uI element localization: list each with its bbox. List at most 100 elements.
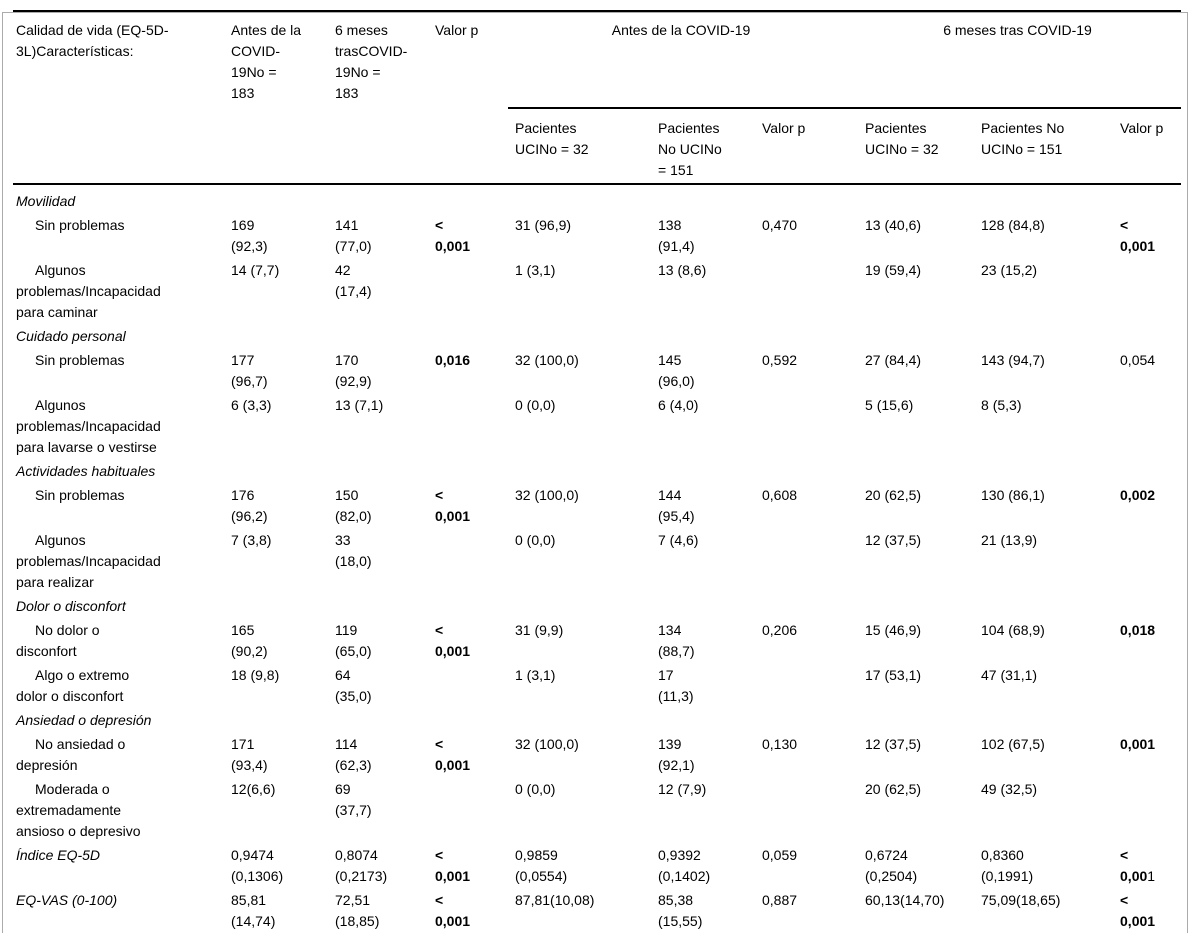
cell xyxy=(974,460,1113,484)
cell: 134 (88,7) xyxy=(658,622,695,659)
col-header-valor-p-antes: Valor p xyxy=(755,108,859,185)
cell: 169 (92,3) xyxy=(231,217,268,254)
cell: 114 (62,3) xyxy=(335,736,372,773)
table-row: Sin problemas 169 (92,3) 141 (77,0) < 0,001… xyxy=(13,214,1181,259)
cell: 42 (17,4) xyxy=(335,262,372,299)
row-label: Sin problemas xyxy=(35,352,125,368)
cell: 32 (100,0) xyxy=(515,736,579,752)
cell xyxy=(755,325,858,349)
cell: 13 (8,6) xyxy=(658,262,707,278)
section-row: Actividades habituales xyxy=(13,460,1181,484)
cell: 144 (95,4) xyxy=(658,487,695,524)
cell: 0,9859 (0,0554) xyxy=(515,847,568,884)
cell xyxy=(755,529,858,595)
cell xyxy=(755,664,858,709)
col-header-pacientes-uci-despues: Pacientes UCINo = 32 xyxy=(858,108,975,185)
cell xyxy=(1113,664,1181,709)
cell xyxy=(224,325,328,349)
cell: 6 (3,3) xyxy=(231,397,272,413)
row-label: Sin problemas xyxy=(35,217,125,233)
cell: 17 (11,3) xyxy=(658,667,694,704)
cell xyxy=(858,460,974,484)
cell: 20 (62,5) xyxy=(865,487,922,503)
paper-table-page: Calidad de vida (EQ-5D- 3L)Característic… xyxy=(0,10,1191,933)
cell xyxy=(328,325,428,349)
cell xyxy=(328,595,428,619)
cell: 17 (53,1) xyxy=(865,667,922,683)
cell xyxy=(651,460,755,484)
cell: 18 (9,8) xyxy=(231,667,280,683)
table-header: Calidad de vida (EQ-5D- 3L)Característic… xyxy=(13,11,1182,185)
cell: 0,016 xyxy=(435,352,471,368)
cell: 170 (92,9) xyxy=(335,352,372,389)
table-row: EQ-VAS (0-100) 85,81 (14,74) 72,51 (18,85)… xyxy=(13,889,1181,933)
cell: 32 (100,0) xyxy=(515,352,579,368)
row-label: Actividades habituales xyxy=(16,463,156,479)
cell: 0,054 xyxy=(1120,352,1156,368)
cell: 12 (37,5) xyxy=(865,736,922,752)
cell xyxy=(858,595,974,619)
cell xyxy=(1113,709,1181,733)
cell xyxy=(755,184,858,214)
cell xyxy=(651,709,755,733)
cell: 0 (0,0) xyxy=(515,397,556,413)
cell: 0,470 xyxy=(762,217,798,233)
cell: 87,81(10,08) xyxy=(515,892,595,908)
table-row: Sin problemas 177 (96,7) 170 (92,9) 0,016 32… xyxy=(13,349,1181,394)
table-row: Algunos problemas/Incapacidad para camin… xyxy=(13,259,1181,325)
cell: 23 (15,2) xyxy=(981,262,1038,278)
cell: 15 (46,9) xyxy=(865,622,922,638)
cell xyxy=(755,778,858,844)
cell xyxy=(428,184,508,214)
row-label: Algo o extremo dolor o disconfort xyxy=(16,667,130,704)
cell xyxy=(328,460,428,484)
table-row: Sin problemas 176 (96,2) 150 (82,0) < 0,001… xyxy=(13,484,1181,529)
row-label: Dolor o disconfort xyxy=(16,598,126,614)
cell xyxy=(428,778,508,844)
cell: 176 (96,2) xyxy=(231,487,268,524)
cell xyxy=(508,184,651,214)
cell: 31 (9,9) xyxy=(515,622,564,638)
cell xyxy=(428,664,508,709)
row-label: No dolor o disconfort xyxy=(16,622,100,659)
cell: 165 (90,2) xyxy=(231,622,268,659)
col-header-pacientes-no-uci-antes: Pacientes No UCINo = 151 xyxy=(651,108,755,185)
table-row: Moderada o extremadamente ansioso o depr… xyxy=(13,778,1181,844)
cell xyxy=(508,325,651,349)
row-label: Índice EQ-5D xyxy=(16,847,101,863)
cell: 32 (100,0) xyxy=(515,487,579,503)
cell: 177 (96,7) xyxy=(231,352,268,389)
cell xyxy=(651,184,755,214)
row-label: Cuidado personal xyxy=(16,328,126,344)
cell xyxy=(328,184,428,214)
table-row: Algunos problemas/Incapacidad para lavar… xyxy=(13,394,1181,460)
cell: 21 (13,9) xyxy=(981,532,1038,548)
cell: 0,608 xyxy=(762,487,798,503)
row-label: Sin problemas xyxy=(35,487,125,503)
table-row: Algunos problemas/Incapacidad para reali… xyxy=(13,529,1181,595)
eq5d-results-table: Calidad de vida (EQ-5D- 3L)Característic… xyxy=(13,10,1182,933)
cell xyxy=(428,460,508,484)
table-row: Índice EQ-5D 0,9474 (0,1306) 0,8074 (0,217… xyxy=(13,844,1181,889)
group-header-antes-covid: Antes de la COVID-19 xyxy=(508,11,859,109)
col-header-pacientes-no-uci-despues: Pacientes No UCINo = 151 xyxy=(974,108,1114,185)
cell: 60,13(14,70) xyxy=(865,892,945,908)
cell: 13 (40,6) xyxy=(865,217,922,233)
cell: 85,81 (14,74) xyxy=(231,892,276,929)
cell: 33 (18,0) xyxy=(335,532,372,569)
cell: 47 (31,1) xyxy=(981,667,1038,683)
cell: < 0,001 xyxy=(1120,847,1156,884)
cell xyxy=(224,460,328,484)
cell: 171 (93,4) xyxy=(231,736,268,773)
cell: < 0,001 xyxy=(435,622,471,659)
cell xyxy=(974,184,1113,214)
cell: < 0,001 xyxy=(435,736,471,773)
cell xyxy=(224,595,328,619)
section-row: Movilidad xyxy=(13,184,1181,214)
cell: 6 (4,0) xyxy=(658,397,699,413)
cell xyxy=(1113,595,1181,619)
cell: 5 (15,6) xyxy=(865,397,914,413)
cell: 31 (96,9) xyxy=(515,217,572,233)
cell: 1 (3,1) xyxy=(515,667,556,683)
cell: 138 (91,4) xyxy=(658,217,695,254)
